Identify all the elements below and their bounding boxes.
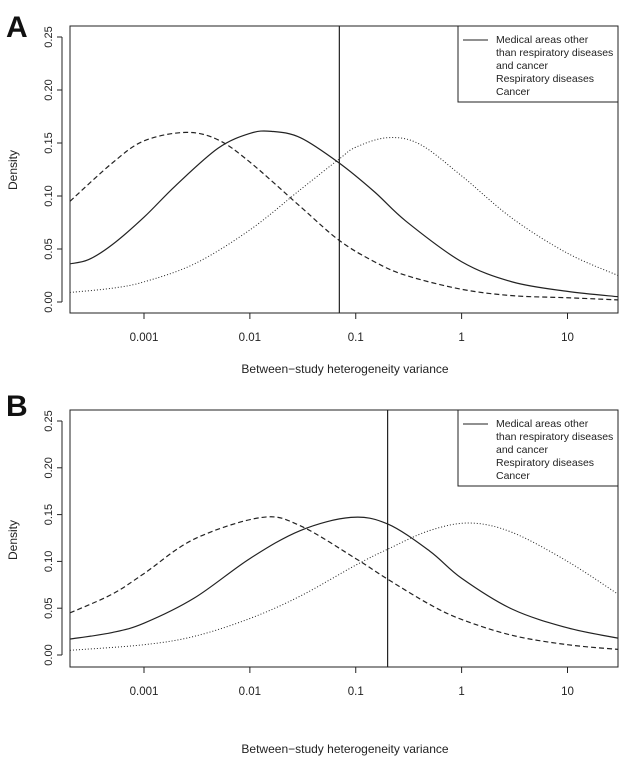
- y-tick-label: 0.25: [43, 26, 55, 47]
- legend-box: [457, 25, 619, 103]
- x-axis: 0.001 0.01 0.1 1 10: [130, 313, 574, 344]
- panel-b: B 0.00 0.05 0.10 0.15 0.20 0.25 0.001 0.01 0.1 1…: [6, 390, 619, 756]
- x-tick-label: 0.01: [239, 686, 261, 698]
- plot-frame: [69, 409, 619, 668]
- y-tick-label: 0.05: [43, 597, 55, 618]
- panel-b-label: B: [6, 390, 28, 423]
- density-curves: [69, 410, 619, 667]
- series-line-dotted: [69, 137, 619, 293]
- series-line-solid: [69, 130, 619, 298]
- y-tick-label: 0.15: [43, 504, 55, 525]
- panel-a-label: A: [6, 11, 28, 44]
- density-curves: [69, 26, 619, 313]
- legend-entry: Respiratory diseases: [496, 457, 594, 469]
- x-tick-label: 0.001: [130, 686, 159, 698]
- legend: Medical areas other than respiratory dis…: [457, 25, 619, 103]
- x-tick-label: 10: [561, 686, 574, 698]
- legend-entry: Medical areas other: [496, 418, 589, 430]
- panel-a: A 0.00 0.05 0.10 0.15 0.20 0.25 0.001 0.01 0.1 1…: [6, 11, 619, 376]
- x-tick-label: 10: [561, 332, 574, 344]
- y-tick-label: 0.05: [43, 238, 55, 259]
- legend-entry: than respiratory diseases: [496, 47, 613, 59]
- legend-entry: Respiratory diseases: [496, 73, 594, 85]
- x-tick-label: 0.001: [130, 332, 159, 344]
- legend-entry: Cancer: [496, 470, 530, 482]
- legend-box: [457, 409, 619, 487]
- x-tick-label: 0.1: [348, 332, 364, 344]
- x-tick-label: 1: [458, 332, 464, 344]
- legend-entry: Medical areas other: [496, 34, 589, 46]
- legend: Medical areas other than respiratory dis…: [457, 409, 619, 487]
- x-tick-label: 0.01: [239, 332, 261, 344]
- plot-frame: [69, 25, 619, 314]
- legend-entry: and cancer: [496, 60, 548, 72]
- x-axis-title: Between−study heterogeneity variance: [241, 362, 448, 376]
- y-axis-title: Density: [6, 150, 20, 190]
- x-tick-label: 1: [458, 686, 464, 698]
- y-tick-label: 0.25: [43, 410, 55, 431]
- y-tick-label: 0.00: [43, 644, 55, 665]
- y-tick-label: 0.15: [43, 132, 55, 153]
- x-axis-title: Between−study heterogeneity variance: [241, 742, 448, 756]
- x-tick-label: 0.1: [348, 686, 364, 698]
- y-tick-label: 0.20: [43, 457, 55, 478]
- series-line-dashed: [69, 516, 619, 650]
- x-axis: 0.001 0.01 0.1 1 10: [130, 667, 574, 698]
- y-axis: 0.00 0.05 0.10 0.15 0.20 0.25: [43, 410, 63, 666]
- y-axis-title: Density: [6, 520, 20, 560]
- y-axis: 0.00 0.05 0.10 0.15 0.20 0.25: [43, 26, 63, 313]
- series-line-solid: [69, 516, 619, 640]
- legend-entry: and cancer: [496, 444, 548, 456]
- y-tick-label: 0.20: [43, 79, 55, 100]
- legend-entry: than respiratory diseases: [496, 431, 613, 443]
- series-line-dotted: [69, 522, 619, 651]
- legend-entry: Cancer: [496, 86, 530, 98]
- y-tick-label: 0.10: [43, 185, 55, 206]
- y-tick-label: 0.00: [43, 291, 55, 312]
- y-tick-label: 0.10: [43, 551, 55, 572]
- series-line-dashed: [69, 131, 619, 301]
